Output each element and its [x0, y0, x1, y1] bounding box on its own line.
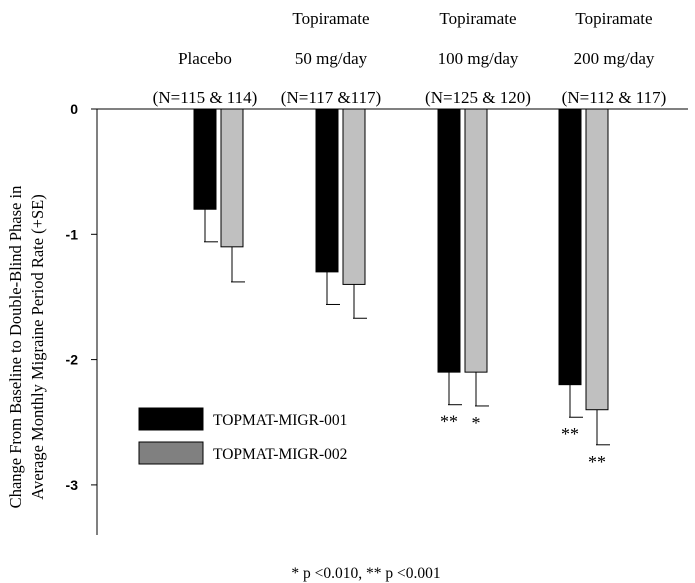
footnote: * p <0.010, ** p <0.001 — [291, 565, 440, 582]
significance-label: ** — [440, 412, 458, 432]
group-header-line: Placebo — [178, 49, 232, 68]
group-header-line: 50 mg/day — [295, 49, 368, 68]
group-header-line: 200 mg/day — [574, 49, 655, 68]
legend-swatch — [139, 442, 203, 464]
group-header-line: Topiramate — [439, 9, 516, 28]
legend-swatch — [139, 408, 203, 430]
y-axis-label: Change From Baseline to Double-Blind Pha… — [6, 186, 47, 509]
y-tick-label: -2 — [66, 352, 79, 368]
group-header-line: (N=125 & 120) — [425, 88, 531, 107]
bar — [343, 109, 365, 284]
significance-label: ** — [588, 452, 606, 472]
significance-label: * — [472, 413, 481, 433]
y-tick-label: -3 — [66, 477, 79, 493]
y-axis-label-line: Average Monthly Migraine Period Rate (+S… — [28, 194, 47, 499]
legend-label: TOPMAT-MIGR-001 — [213, 412, 347, 429]
y-tick-label: 0 — [70, 101, 78, 117]
group-header-line: Topiramate — [292, 9, 369, 28]
group-header-line: (N=112 & 117) — [562, 88, 667, 107]
bar — [221, 109, 243, 247]
group-header-line: 100 mg/day — [438, 49, 519, 68]
bar — [438, 109, 460, 372]
bar — [465, 109, 487, 372]
bar — [586, 109, 608, 410]
significance-label: ** — [561, 424, 579, 444]
y-tick-label: -1 — [66, 226, 79, 242]
group-header-line: (N=117 &117) — [281, 88, 381, 107]
y-axis-label-line: Change From Baseline to Double-Blind Pha… — [6, 186, 25, 509]
bar — [194, 109, 216, 209]
legend-label: TOPMAT-MIGR-002 — [213, 446, 347, 463]
group-headers: Placebo (N=115 & 114) Topiramate 50 mg/day (… — [153, 9, 667, 107]
legend: TOPMAT-MIGR-001 TOPMAT-MIGR-002 — [139, 408, 347, 464]
bar — [559, 109, 581, 385]
group-header-line: Topiramate — [575, 9, 652, 28]
bar — [316, 109, 338, 272]
group-header-line: (N=115 & 114) — [153, 88, 258, 107]
